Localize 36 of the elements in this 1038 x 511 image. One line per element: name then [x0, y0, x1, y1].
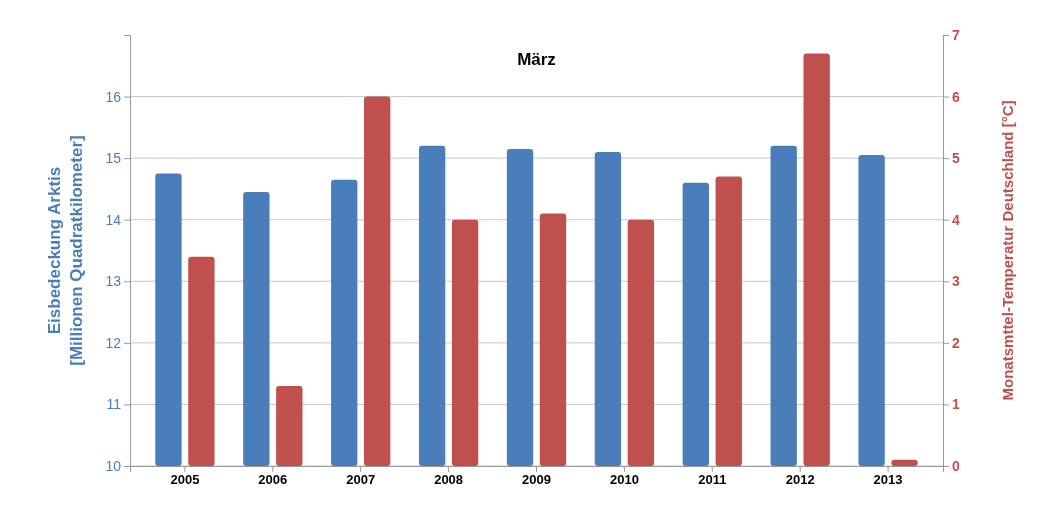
y2-tick-label: 1 [952, 396, 960, 413]
x-tick-label: 2011 [698, 472, 727, 488]
y2-tick-label: 3 [952, 273, 960, 290]
bar [364, 96, 391, 466]
y2-axis-title: Monatsmttel-Temperatur Deutschland [°C] [999, 100, 1016, 401]
y2-tick-label: 5 [952, 150, 960, 167]
y2-tick-label: 4 [952, 211, 960, 228]
y-tick-label: 14 [105, 211, 122, 228]
x-tick-label: 2005 [170, 472, 200, 488]
bar [451, 219, 479, 466]
x-tick-label: 2008 [434, 472, 464, 488]
y2-tick-label: 6 [952, 88, 960, 105]
y-tick-label: 11 [106, 396, 122, 413]
x-tick-label: 2009 [522, 472, 551, 488]
y2-tick-label: 2 [952, 334, 960, 351]
x-tick-label: 2012 [785, 472, 815, 488]
x-tick-label: 2013 [873, 472, 903, 488]
y-tick-label: 16 [105, 88, 122, 105]
y-tick-label: 15 [105, 150, 122, 167]
x-tick-label: 2007 [346, 472, 376, 488]
bar [539, 213, 567, 466]
y-tick-label: 12 [105, 334, 122, 351]
bar [715, 176, 742, 466]
bar [188, 256, 215, 466]
y2-tick-label: 7 [952, 26, 960, 43]
x-tick-label: 2006 [258, 472, 288, 488]
y2-tick-label: 0 [952, 457, 960, 474]
x-tick-label: 2010 [609, 472, 639, 488]
y-axis-title: Eisbedeckung Arktis [Millionen Quadratkilometer] [45, 135, 86, 366]
bar [627, 219, 655, 466]
y-tick-label: 10 [105, 457, 122, 474]
y-tick-label: 13 [105, 273, 122, 290]
text: März [517, 50, 556, 69]
bar [276, 385, 303, 466]
bar [891, 459, 918, 466]
bar [803, 53, 830, 466]
